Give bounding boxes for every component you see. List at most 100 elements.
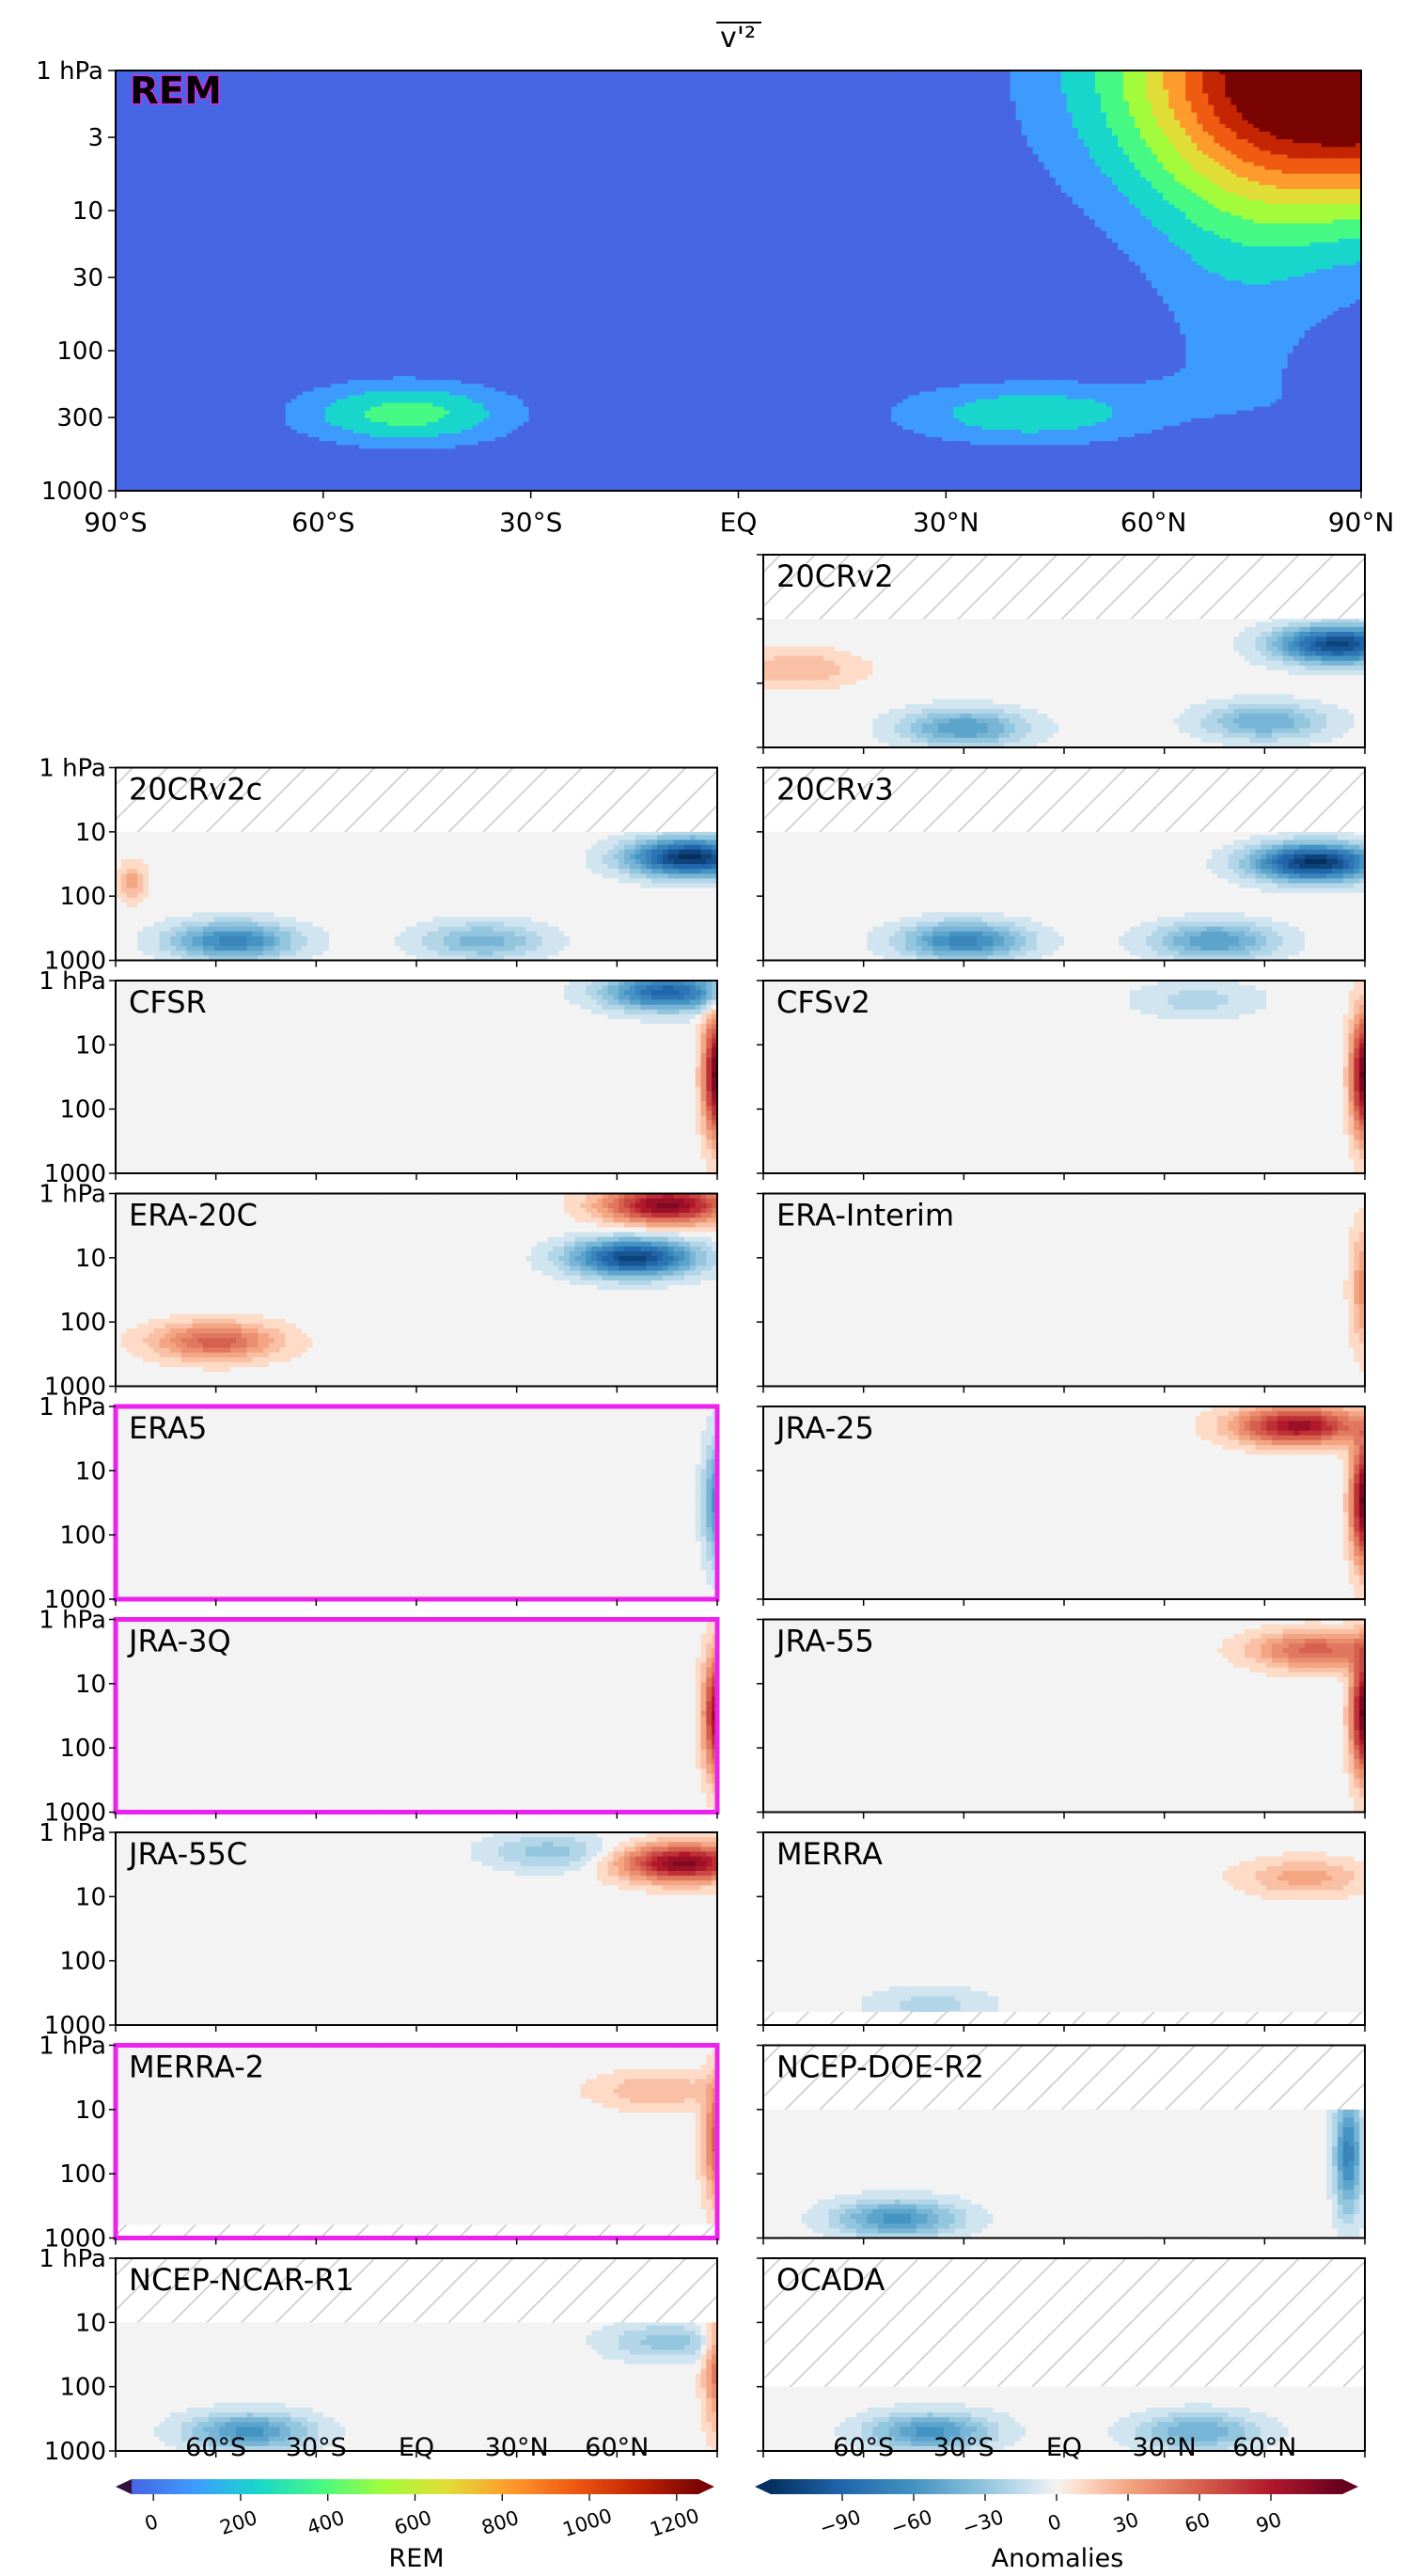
colorbar-rem-tick-label: 200 (217, 2506, 260, 2539)
bottom-x-tick-label: 30°N (485, 2433, 549, 2462)
panel-y-tick-label: 100 (59, 1948, 106, 1976)
panel-y-tick-label: 1 hPa (39, 1819, 106, 1847)
colorbar-rem: 0 200 400 600 800 1000 1200 REM (116, 2479, 714, 2573)
bottom-x-tick-label: EQ (1046, 2433, 1082, 2462)
panel-y-tick-label: 1 hPa (39, 1607, 106, 1635)
panel-y-tick-label: 10 (75, 1457, 106, 1485)
panel-y-tick-label: 10 (75, 1671, 106, 1699)
colorbar-anom-max-arrow (1342, 2479, 1358, 2494)
panel-label: 20CRv2 (776, 558, 894, 594)
panel-label: 20CRv3 (776, 772, 894, 808)
panel-y-tick-label: 100 (59, 1309, 106, 1337)
panel-label: MERRA-2 (129, 2050, 264, 2085)
missing-data-hatch (763, 2012, 1365, 2025)
panel-label: OCADA (776, 2262, 885, 2298)
panel-y-tick-label: 100 (59, 1096, 106, 1124)
colorbar-rem-max-arrow (698, 2479, 714, 2494)
panel-y-tick-label: 10 (75, 819, 106, 847)
colorbar-anom-tick-label: 90 (1253, 2508, 1284, 2537)
rem-x-tick-label: 30°N (913, 507, 979, 538)
panel-y-tick-label: 10 (75, 1031, 106, 1060)
panel-y-tick-label: 100 (59, 2160, 106, 2189)
bottom-x-tick-label: 60°S (185, 2433, 246, 2462)
bottom-x-tick-label: 30°S (933, 2433, 995, 2462)
rem-field (116, 71, 1362, 492)
panel-y-tick-label: 1000 (44, 2438, 106, 2466)
colorbar-anom-tick-label: −90 (817, 2505, 864, 2540)
colorbar-anom-tick-label: −30 (960, 2505, 1007, 2540)
rem-x-axis: 90°S 60°S 30°S EQ 30°N 60°N 90°N (84, 491, 1394, 538)
colorbar-rem-label: REM (388, 2544, 444, 2573)
colorbar-rem-tick-label: 1000 (560, 2505, 615, 2541)
colorbar-rem-tick-label: 0 (142, 2510, 161, 2536)
bottom-x-tick-label: 60°N (1232, 2433, 1296, 2462)
panel-ocada: OCADA (757, 2258, 1366, 2458)
panel-y-tick-label: 100 (59, 1735, 106, 1763)
rem-x-tick-label: 60°N (1120, 507, 1187, 538)
panel-20crv2: 20CRv2 (757, 555, 1366, 754)
panel-jra-25: JRA-25 (757, 1406, 1366, 1606)
rem-x-tick-label: EQ (720, 507, 758, 538)
colorbar-rem-tick-label: 600 (392, 2506, 435, 2539)
colorbar-rem-tick-label: 800 (478, 2506, 522, 2539)
colorbar-anom-tick-label: 30 (1110, 2508, 1141, 2537)
rem-y-tick-label: 100 (56, 338, 103, 366)
panel-y-tick-label: 1 hPa (39, 755, 106, 783)
panel-label: 20CRv2c (129, 772, 262, 808)
rem-y-tick-label: 10 (72, 197, 103, 226)
panel-label: NCEP-DOE-R2 (776, 2050, 984, 2085)
colorbar-anomalies: −90 −60 −30 0 30 60 90 Anomalies (755, 2479, 1358, 2573)
panel-y-tick-label: 1 hPa (39, 2033, 106, 2061)
panel-y-tick-label: 10 (75, 1883, 106, 1911)
colorbar-rem-min-arrow (116, 2479, 132, 2494)
panel-label: ERA-Interim (776, 1198, 954, 1233)
bottom-x-tick-label: 30°S (286, 2433, 347, 2462)
panel-label: CFSR (129, 984, 207, 1020)
panel-era-interim: ERA-Interim (757, 1194, 1366, 1393)
panel-label: JRA-25 (775, 1410, 874, 1446)
panel-y-tick-label: 1 hPa (39, 967, 106, 996)
rem-panel-label: REM (130, 70, 222, 113)
panel-ncep-doe-r2: NCEP-DOE-R2 (757, 2046, 1366, 2245)
rem-y-tick-label: 3 (87, 124, 103, 152)
colorbar-rem-tick-label: 1200 (648, 2505, 702, 2541)
rem-x-tick-label: 90°S (84, 507, 147, 538)
rem-x-tick-label: 30°S (499, 507, 562, 538)
panel-y-tick-label: 10 (75, 2097, 106, 2125)
panel-y-tick-label: 1 hPa (39, 2245, 106, 2273)
panel-label: JRA-55 (775, 1624, 874, 1659)
panel-y-tick-label: 10 (75, 1245, 106, 1273)
colorbar-anom-min-arrow (755, 2479, 771, 2494)
rem-x-tick-label: 90°N (1328, 507, 1395, 538)
rem-y-tick-label: 1 hPa (36, 57, 103, 86)
panel-label: MERRA (776, 1836, 883, 1872)
colorbar-anom-tick-label: −60 (888, 2505, 935, 2540)
panel-y-tick-label: 1 hPa (39, 1181, 106, 1209)
bottom-x-tick-label: 60°N (585, 2433, 649, 2462)
bottom-x-tick-label: 30°N (1133, 2433, 1197, 2462)
colorbar-rem-bar (132, 2479, 698, 2494)
bottom-x-tick-label: 60°S (833, 2433, 894, 2462)
bottom-x-tick-label: EQ (399, 2433, 434, 2462)
panel-label: JRA-55C (127, 1836, 247, 1872)
panel-cfsv2: CFSv2 (757, 981, 1366, 1180)
colorbar-anom-tick-label: 0 (1045, 2510, 1064, 2536)
main-title: v'² (720, 22, 756, 55)
panel-jra-55: JRA-55 (757, 1620, 1366, 1819)
panel-label: JRA-3Q (127, 1624, 231, 1659)
rem-x-tick-label: 60°S (291, 507, 354, 538)
colorbar-anom-label: Anomalies (992, 2544, 1124, 2573)
colorbar-rem-tick-label: 400 (305, 2506, 348, 2539)
panel-y-tick-label: 100 (59, 1522, 106, 1550)
rem-y-tick-label: 1000 (41, 478, 103, 506)
panel-label: ERA-20C (129, 1198, 258, 1233)
panel-label: ERA5 (129, 1410, 207, 1446)
